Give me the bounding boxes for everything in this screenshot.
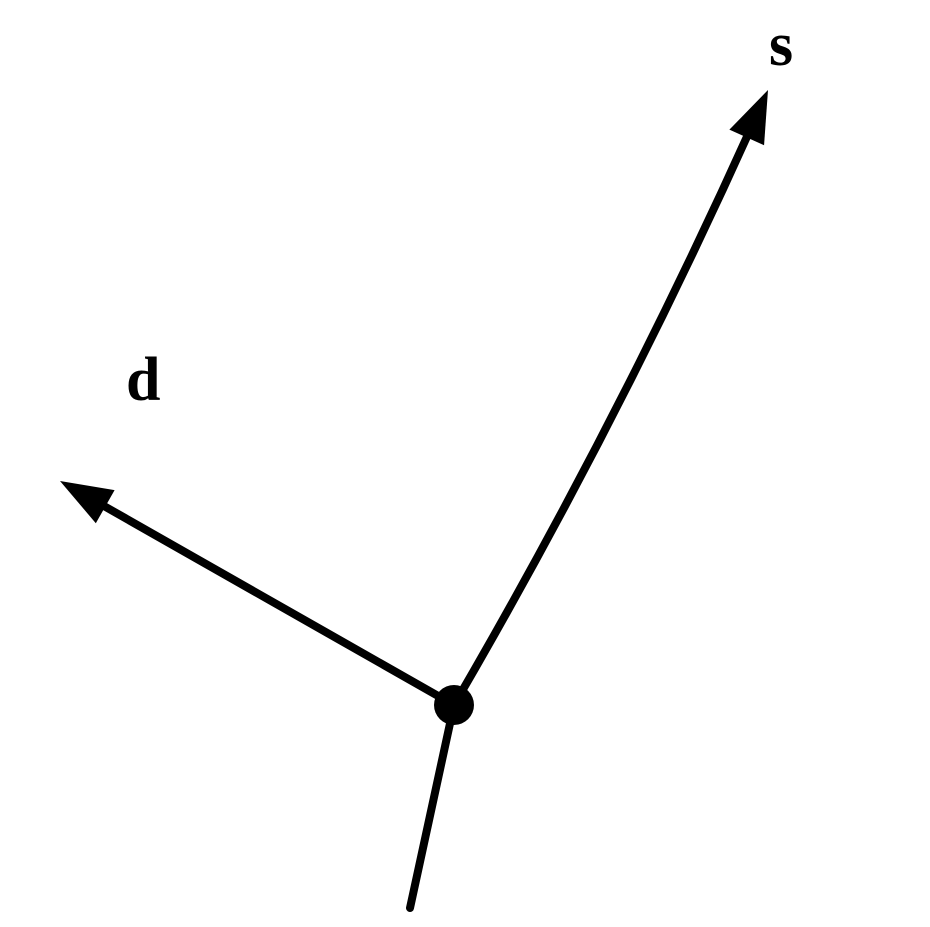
label-s: s bbox=[769, 10, 793, 81]
origin-point bbox=[434, 685, 474, 725]
vector-d-shaft bbox=[87, 496, 454, 705]
curve-s-arrowhead bbox=[729, 90, 768, 145]
vector-d-arrowhead bbox=[60, 481, 115, 523]
diagram-svg bbox=[0, 0, 930, 927]
label-d: d bbox=[126, 345, 160, 416]
tail-segment bbox=[410, 705, 454, 908]
curve-s-shaft bbox=[454, 118, 755, 705]
vector-diagram: s d bbox=[0, 0, 930, 927]
